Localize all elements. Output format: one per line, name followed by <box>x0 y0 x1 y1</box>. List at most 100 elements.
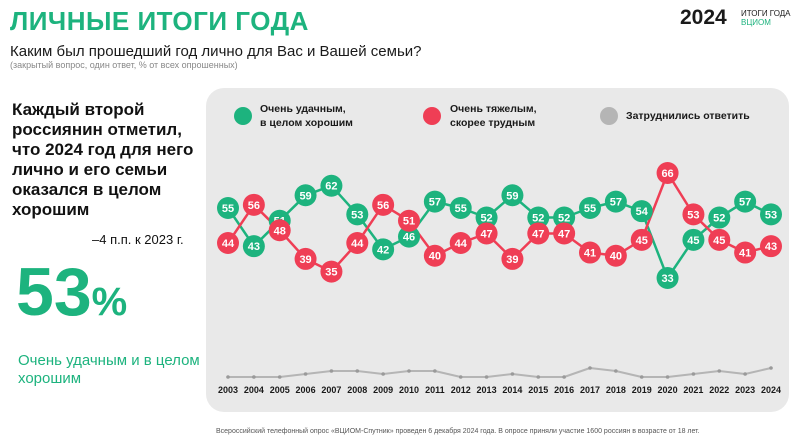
data-label-s2-2004: 56 <box>248 200 260 212</box>
point-s1-2019 <box>630 200 653 223</box>
legend-marker-3 <box>600 107 618 125</box>
point-s2-2013 <box>475 222 498 245</box>
point-s3-2011 <box>433 369 437 373</box>
point-s1-2017 <box>579 197 601 219</box>
x-tick-label-2011: 2011 <box>425 385 445 395</box>
point-s2-2008 <box>346 232 369 254</box>
x-tick-label-2004: 2004 <box>244 385 264 395</box>
data-label-s1-2021: 45 <box>687 235 699 247</box>
point-s2-2009 <box>372 193 395 216</box>
legend-marker-2 <box>423 107 441 125</box>
x-tick-label-2022: 2022 <box>709 385 729 395</box>
x-tick-label-2003: 2003 <box>218 385 238 395</box>
point-s1-2006 <box>294 184 317 207</box>
point-s2-2024 <box>760 235 782 258</box>
data-label-s1-2022: 52 <box>713 213 725 225</box>
point-s1-2015 <box>527 206 550 229</box>
point-s3-2017 <box>588 366 592 370</box>
point-s3-2016 <box>562 375 566 379</box>
x-tick-label-2012: 2012 <box>451 385 471 395</box>
point-s2-2005 <box>268 219 291 242</box>
brand-line2: ВЦИОМ <box>741 18 771 27</box>
headline-value: 53% <box>16 256 127 338</box>
data-label-s2-2007: 35 <box>325 267 337 279</box>
x-tick-label-2015: 2015 <box>528 385 548 395</box>
question-note: (закрытый вопрос, один ответ, % от всех … <box>10 60 238 70</box>
point-s3-2004 <box>252 375 256 379</box>
point-s1-2012 <box>449 197 472 219</box>
point-s1-2007 <box>320 174 343 197</box>
x-tick-label-2007: 2007 <box>321 385 341 395</box>
data-label-s2-2008: 44 <box>351 238 364 250</box>
x-tick-label-2018: 2018 <box>606 385 626 395</box>
data-label-s2-2012: 44 <box>455 238 468 250</box>
data-label-s2-2006: 39 <box>299 254 311 266</box>
point-s3-2020 <box>665 375 670 379</box>
data-label-s2-2016: 47 <box>558 228 570 240</box>
data-label-s2-2020: 66 <box>661 168 673 180</box>
x-tick-label-2020: 2020 <box>658 385 678 395</box>
delta-text: –4 п.п. к 2023 г. <box>92 232 184 247</box>
data-label-s2-2024: 43 <box>765 241 777 253</box>
data-label-s2-2003: 44 <box>222 238 235 250</box>
x-tick-label-2005: 2005 <box>270 385 290 395</box>
point-s3-2008 <box>355 369 360 373</box>
data-label-s1-2004: 43 <box>248 241 260 253</box>
series-line-2 <box>226 171 772 273</box>
point-s2-2021 <box>682 203 705 226</box>
x-tick-label-2024: 2024 <box>761 385 781 395</box>
point-s3-2014 <box>510 372 515 376</box>
data-label-s1-2010: 46 <box>403 232 415 244</box>
x-tick-label-2010: 2010 <box>399 385 419 395</box>
x-tick-label-2008: 2008 <box>347 385 367 395</box>
point-s1-2018 <box>604 190 627 213</box>
point-s3-2012 <box>458 375 463 379</box>
point-s2-2017 <box>579 241 601 264</box>
point-s2-2020 <box>656 162 679 184</box>
point-s2-2022 <box>708 228 731 251</box>
data-label-s1-2013: 52 <box>480 213 492 225</box>
point-s1-2010 <box>398 225 420 248</box>
data-label-s2-2010: 51 <box>403 216 415 228</box>
data-label-s2-2014: 39 <box>506 254 518 266</box>
point-s2-2012 <box>449 232 472 254</box>
point-s1-2013 <box>475 206 498 229</box>
x-tick-label-2013: 2013 <box>477 385 497 395</box>
data-label-s1-2012: 55 <box>455 203 467 215</box>
data-label-s1-2006: 59 <box>299 190 311 202</box>
point-s1-2020 <box>656 267 679 289</box>
data-label-s2-2009: 56 <box>377 200 389 212</box>
point-s1-2022 <box>708 206 731 229</box>
point-s3-2024 <box>769 366 773 370</box>
data-label-s1-2003: 55 <box>222 203 234 215</box>
data-label-s1-2008: 53 <box>351 209 363 221</box>
point-s3-2010 <box>407 369 411 373</box>
year-label: 2024 <box>680 6 727 29</box>
point-s2-2010 <box>398 209 420 232</box>
data-label-s1-2011: 57 <box>429 197 441 209</box>
point-s1-2009 <box>372 238 395 261</box>
point-s3-2006 <box>303 372 308 376</box>
legend-marker-1 <box>234 107 252 125</box>
data-label-s1-2009: 42 <box>377 244 389 256</box>
point-s3-2009 <box>381 372 385 376</box>
page-title: ЛИЧНЫЕ ИТОГИ ГОДА <box>10 6 309 36</box>
survey-question: Каким был прошедший год лично для Вас и … <box>10 43 422 60</box>
data-label-s2-2018: 40 <box>610 251 622 263</box>
point-s2-2011 <box>423 244 446 267</box>
point-s2-2007 <box>320 260 343 283</box>
data-label-s2-2022: 45 <box>713 235 725 247</box>
data-label-s1-2023: 57 <box>739 197 751 209</box>
legend-label-1-1: Очень удачным, <box>260 103 346 115</box>
data-label-s2-2023: 41 <box>739 248 751 260</box>
headline-number: 53 <box>16 254 92 330</box>
point-s2-2018 <box>604 244 627 267</box>
data-label-s2-2011: 40 <box>429 251 441 263</box>
x-tick-label-2009: 2009 <box>373 385 393 395</box>
point-s3-2013 <box>484 375 489 379</box>
brand-line1: ИТОГИ ГОДА <box>741 9 791 18</box>
point-s3-2007 <box>329 369 334 373</box>
data-label-s1-2017: 55 <box>584 203 596 215</box>
x-tick-label-2023: 2023 <box>735 385 755 395</box>
